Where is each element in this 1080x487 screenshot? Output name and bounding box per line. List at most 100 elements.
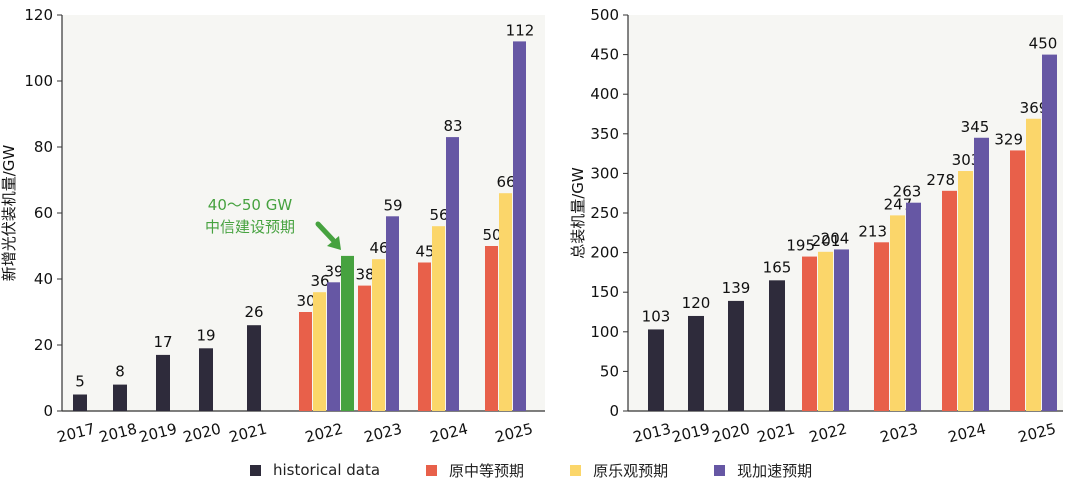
right-chart-x-tick-label: 2021 [755,420,796,447]
legend-swatch-original-medium [426,464,438,476]
left-chart-y-tick-label: 100 [24,72,53,90]
legend-swatch-accelerated [714,464,726,476]
left-chart-bar-original-medium [418,262,431,411]
right-chart-data-label: 303 [952,151,981,169]
left-chart-y-tick-label: 120 [24,6,53,24]
right-chart-bar-original-medium [1010,150,1025,411]
right-chart-y-tick-label: 450 [590,46,619,64]
left-chart-x-tick-label: 2018 [97,420,138,447]
left-chart-x-tick-label: 2020 [181,420,222,447]
left-chart-data-label: 19 [196,326,215,344]
left-chart-x-tick-label: 2017 [55,420,96,447]
legend-item-original-optimistic: 原乐观预期 [570,460,668,481]
left-chart-y-tick-label: 60 [34,204,53,222]
left-chart-x-tick-label: 2022 [303,420,344,447]
left-chart-x-tick-label: 2019 [137,420,178,447]
right-chart-y-tick-label: 150 [590,283,619,301]
left-chart-bar-historical [247,325,261,411]
left-chart-y-axis-label: 新增光伏装机量/GW [0,145,18,282]
left-chart-bar-original-optimistic [499,193,512,411]
right-chart-data-label: 213 [858,222,887,240]
right-chart-data-label: 201 [812,232,841,250]
left-chart-data-label: 5 [75,373,85,391]
right-chart-bar-historical [688,315,704,411]
right-chart-y-tick-label: 400 [590,85,619,103]
legend-label: 原中等预期 [449,461,525,480]
right-chart-data-label: 204 [821,229,850,247]
left-chart-data-label: 59 [383,196,402,214]
right-chart-bar-original-optimistic [958,171,973,411]
right-chart-data-label: 247 [884,195,913,213]
right-chart-x-tick-label: 2013 [631,420,672,447]
left-chart-data-label: 50 [482,226,501,244]
right-chart-x-tick-label: 2019 [670,420,711,447]
left-chart-bar-accelerated [327,282,340,411]
right-chart-bar-accelerated [834,249,849,411]
right-chart-bar-original-medium [802,256,817,411]
left-chart-bar-historical [199,348,213,411]
left-chart-data-label: 83 [443,117,462,135]
left-chart-bar-accelerated [513,41,526,412]
right-chart-bar-original-optimistic [890,215,905,411]
right-chart-bar-historical [769,280,785,411]
left-chart-data-label: 8 [115,363,125,381]
right-chart-data-label: 345 [961,118,990,136]
right-chart-y-tick-label: 500 [590,6,619,24]
left-chart-y-tick-label: 40 [34,270,53,288]
right-chart-data-label: 165 [763,258,792,276]
right-chart-x-tick-label: 2022 [807,420,848,447]
left-chart-data-label: 39 [324,262,343,280]
right-chart-data-label: 263 [893,183,922,201]
right-chart-data-label: 450 [1029,35,1058,53]
right-chart-y-tick-label: 100 [590,323,619,341]
legend-label: 现加速预期 [737,461,813,480]
right-chart-data-label: 120 [682,294,711,312]
left-chart-bar-original-optimistic [432,226,445,411]
left-chart-x-tick-label: 2025 [493,420,534,447]
legend-label: 原乐观预期 [593,461,669,480]
left-chart-bar-original-medium [485,246,498,411]
right-chart-bar-historical [728,300,744,411]
right-chart-data-label: 195 [786,237,815,255]
right-chart-y-axis-label: 总装机量/GW [569,167,587,259]
right-chart-bar-original-optimistic [1026,118,1041,411]
left-chart-y-tick-label: 20 [34,336,53,354]
left-chart-bar-original-medium [358,285,371,411]
legend-label: historical data [273,461,381,479]
right-chart-y-tick-label: 200 [590,244,619,262]
right-chart-bar-accelerated [974,137,989,411]
left-chart-x-tick-label: 2024 [428,420,469,447]
left-chart-data-label: 30 [296,292,315,310]
left-chart-x-tick-label: 2021 [227,420,268,447]
annotation-range: 40～50 GW [208,196,293,214]
left-chart-bar-accelerated [386,216,399,411]
right-chart-data-label: 369 [1020,99,1049,117]
left-chart-x-tick-label: 2023 [362,420,403,447]
legend-item-original-medium: 原中等预期 [426,460,524,481]
legend-swatch-original-optimistic [570,464,582,476]
right-chart-data-label: 329 [994,130,1023,148]
right-chart-y-tick-label: 350 [590,125,619,143]
right-chart-bar-accelerated [906,202,921,411]
legend-swatch-historical [250,464,261,476]
left-chart-bar-original-medium [299,312,312,411]
right-chart-y-tick-label: 250 [590,204,619,222]
right-chart-data-label: 139 [722,279,751,297]
legend: historical data 原中等预期 原乐观预期 现加速预期 [250,458,858,482]
right-chart-y-tick-label: 0 [609,402,619,420]
left-chart-data-label: 112 [506,21,535,39]
left-chart-data-label: 45 [415,243,434,261]
right-chart-y-tick-label: 50 [600,362,619,380]
right-chart-data-label: 103 [642,307,671,325]
right-chart-bar-historical [648,329,664,411]
left-chart-bar-accelerated [446,137,459,411]
left-chart-y-tick-label: 80 [34,138,53,156]
annotation-label: 中信建设预期 [205,218,295,236]
left-chart-data-label: 26 [244,303,263,321]
left-chart-data-label: 66 [496,173,515,191]
right-chart-bar-original-medium [942,190,957,411]
right-chart-bar-original-medium [874,242,889,411]
right-chart-x-tick-label: 2024 [946,420,987,447]
left-chart-data-label: 38 [355,266,374,284]
right-chart-x-tick-label: 2023 [878,420,919,447]
